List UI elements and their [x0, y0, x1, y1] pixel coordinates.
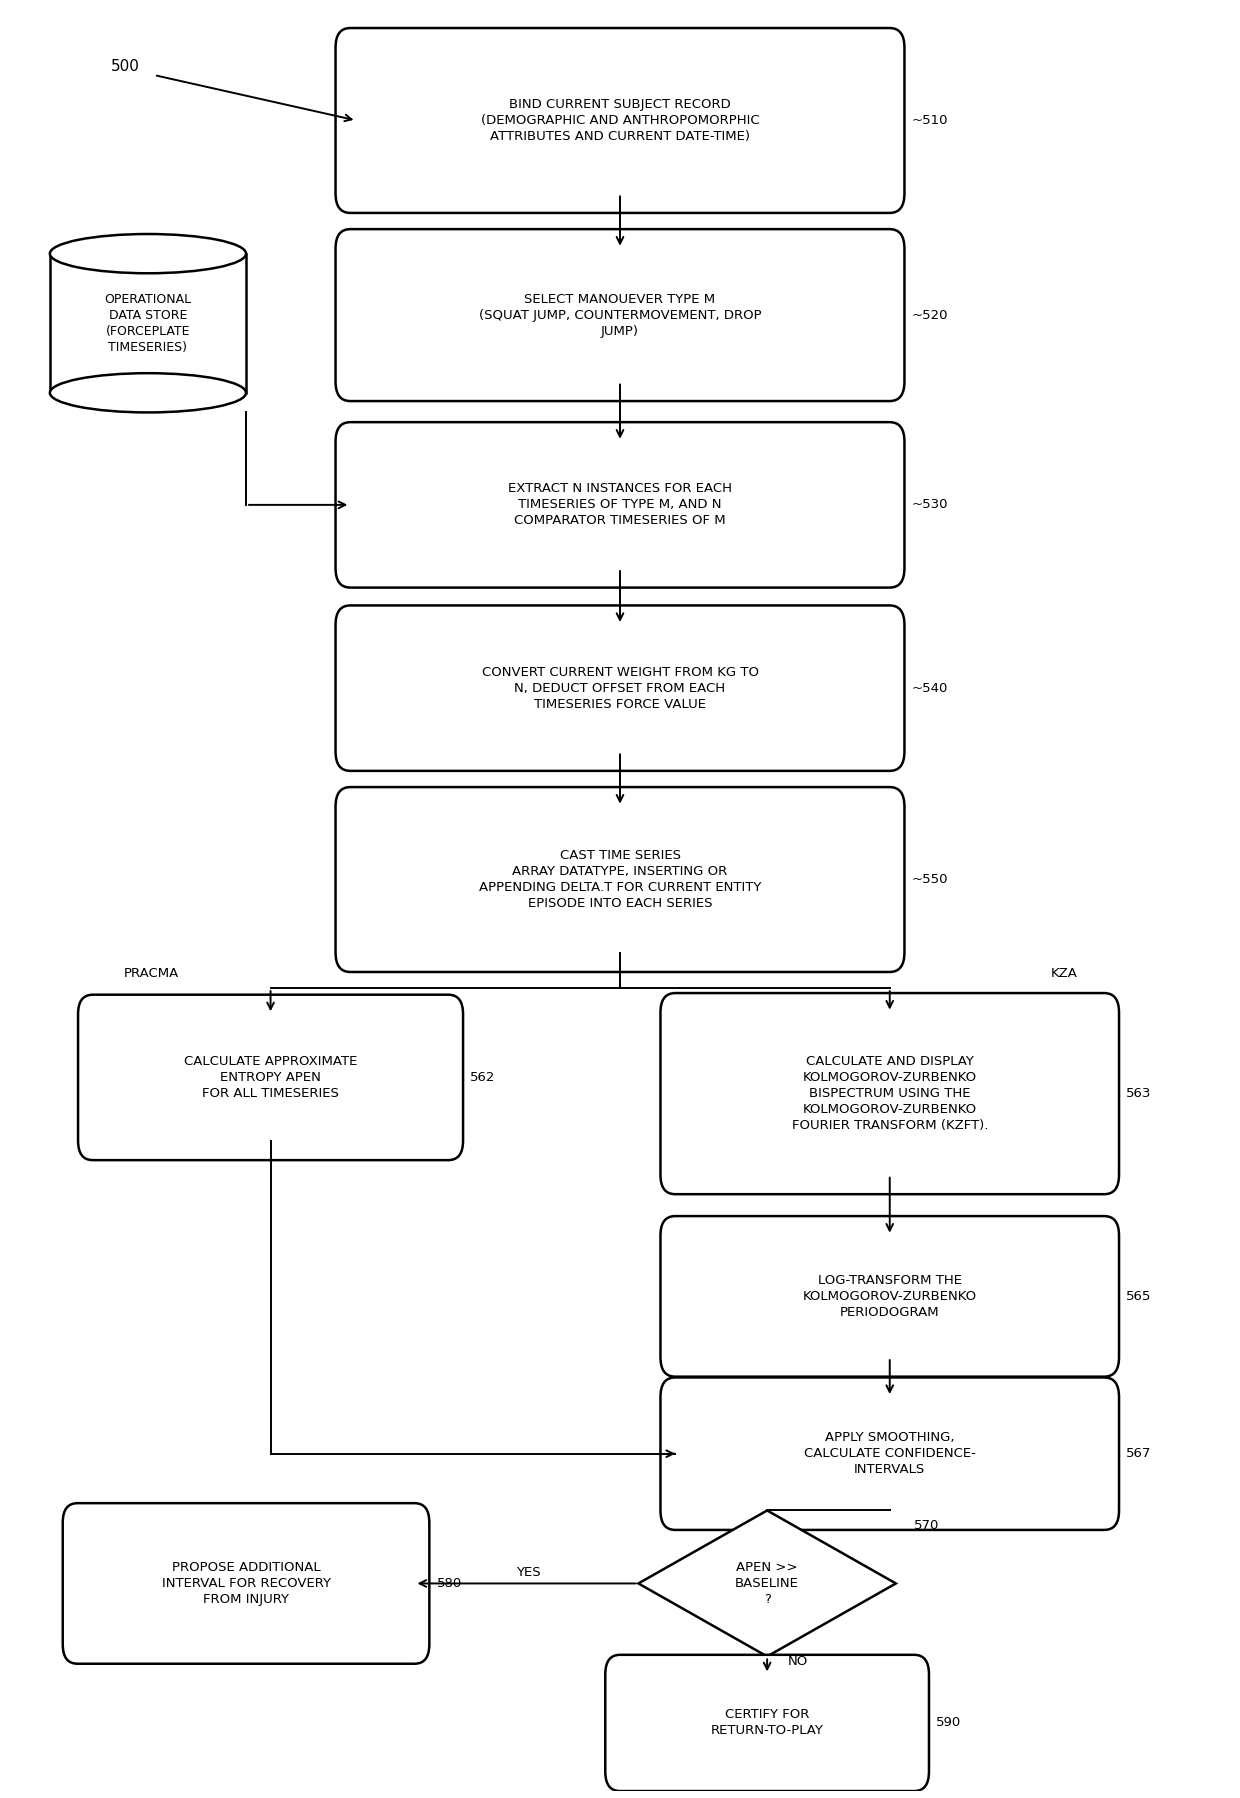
Text: ~550: ~550 [911, 874, 949, 886]
Text: ~510: ~510 [911, 113, 949, 128]
Text: 567: 567 [1126, 1447, 1152, 1460]
Text: CALCULATE APPROXIMATE
ENTROPY APEN
FOR ALL TIMESERIES: CALCULATE APPROXIMATE ENTROPY APEN FOR A… [184, 1055, 357, 1100]
Text: YES: YES [516, 1566, 541, 1579]
Text: ~540: ~540 [911, 681, 949, 694]
FancyBboxPatch shape [336, 606, 904, 771]
Text: EXTRACT N INSTANCES FOR EACH
TIMESERIES OF TYPE M, AND N
COMPARATOR TIMESERIES O: EXTRACT N INSTANCES FOR EACH TIMESERIES … [508, 482, 732, 527]
Text: 580: 580 [436, 1577, 463, 1589]
Text: 570: 570 [914, 1519, 940, 1532]
Text: KZA: KZA [1050, 967, 1078, 980]
Text: PRACMA: PRACMA [124, 967, 180, 980]
FancyBboxPatch shape [336, 228, 904, 401]
Text: 562: 562 [470, 1072, 496, 1084]
Text: ~520: ~520 [911, 309, 949, 322]
Text: BIND CURRENT SUBJECT RECORD
(DEMOGRAPHIC AND ANTHROPOMORPHIC
ATTRIBUTES AND CURR: BIND CURRENT SUBJECT RECORD (DEMOGRAPHIC… [481, 97, 759, 144]
FancyBboxPatch shape [336, 788, 904, 973]
FancyBboxPatch shape [63, 1503, 429, 1663]
Text: APPLY SMOOTHING,
CALCULATE CONFIDENCE-
INTERVALS: APPLY SMOOTHING, CALCULATE CONFIDENCE- I… [804, 1431, 976, 1476]
Polygon shape [639, 1510, 895, 1656]
Text: APEN >>
BASELINE
?: APEN >> BASELINE ? [735, 1561, 799, 1606]
Text: CAST TIME SERIES
ARRAY DATATYPE, INSERTING OR
APPENDING DELTA.T FOR CURRENT ENTI: CAST TIME SERIES ARRAY DATATYPE, INSERTI… [479, 849, 761, 910]
FancyBboxPatch shape [336, 423, 904, 588]
Text: NO: NO [787, 1654, 808, 1669]
FancyBboxPatch shape [661, 992, 1118, 1194]
Text: LOG-TRANSFORM THE
KOLMOGOROV-ZURBENKO
PERIODOGRAM: LOG-TRANSFORM THE KOLMOGOROV-ZURBENKO PE… [802, 1273, 977, 1320]
Text: OPERATIONAL
DATA STORE
(FORCEPLATE
TIMESERIES): OPERATIONAL DATA STORE (FORCEPLATE TIMES… [104, 293, 191, 354]
Text: 565: 565 [1126, 1289, 1152, 1304]
Text: ~530: ~530 [911, 498, 949, 511]
Text: CALCULATE AND DISPLAY
KOLMOGOROV-ZURBENKO
BISPECTRUM USING THE
KOLMOGOROV-ZURBEN: CALCULATE AND DISPLAY KOLMOGOROV-ZURBENK… [791, 1055, 988, 1133]
FancyBboxPatch shape [661, 1215, 1118, 1377]
Text: CERTIFY FOR
RETURN-TO-PLAY: CERTIFY FOR RETURN-TO-PLAY [711, 1708, 823, 1737]
FancyBboxPatch shape [661, 1377, 1118, 1530]
FancyBboxPatch shape [336, 29, 904, 212]
Bar [50, 254, 246, 392]
Ellipse shape [50, 234, 246, 273]
FancyBboxPatch shape [78, 994, 463, 1160]
Text: SELECT MANOUEVER TYPE M
(SQUAT JUMP, COUNTERMOVEMENT, DROP
JUMP): SELECT MANOUEVER TYPE M (SQUAT JUMP, COU… [479, 293, 761, 338]
Text: 590: 590 [936, 1717, 961, 1730]
FancyBboxPatch shape [605, 1654, 929, 1791]
Text: 500: 500 [112, 59, 140, 74]
Text: 563: 563 [1126, 1088, 1152, 1100]
Text: CONVERT CURRENT WEIGHT FROM KG TO
N, DEDUCT OFFSET FROM EACH
TIMESERIES FORCE VA: CONVERT CURRENT WEIGHT FROM KG TO N, DED… [481, 665, 759, 710]
Ellipse shape [50, 374, 246, 412]
Text: PROPOSE ADDITIONAL
INTERVAL FOR RECOVERY
FROM INJURY: PROPOSE ADDITIONAL INTERVAL FOR RECOVERY… [161, 1561, 331, 1606]
